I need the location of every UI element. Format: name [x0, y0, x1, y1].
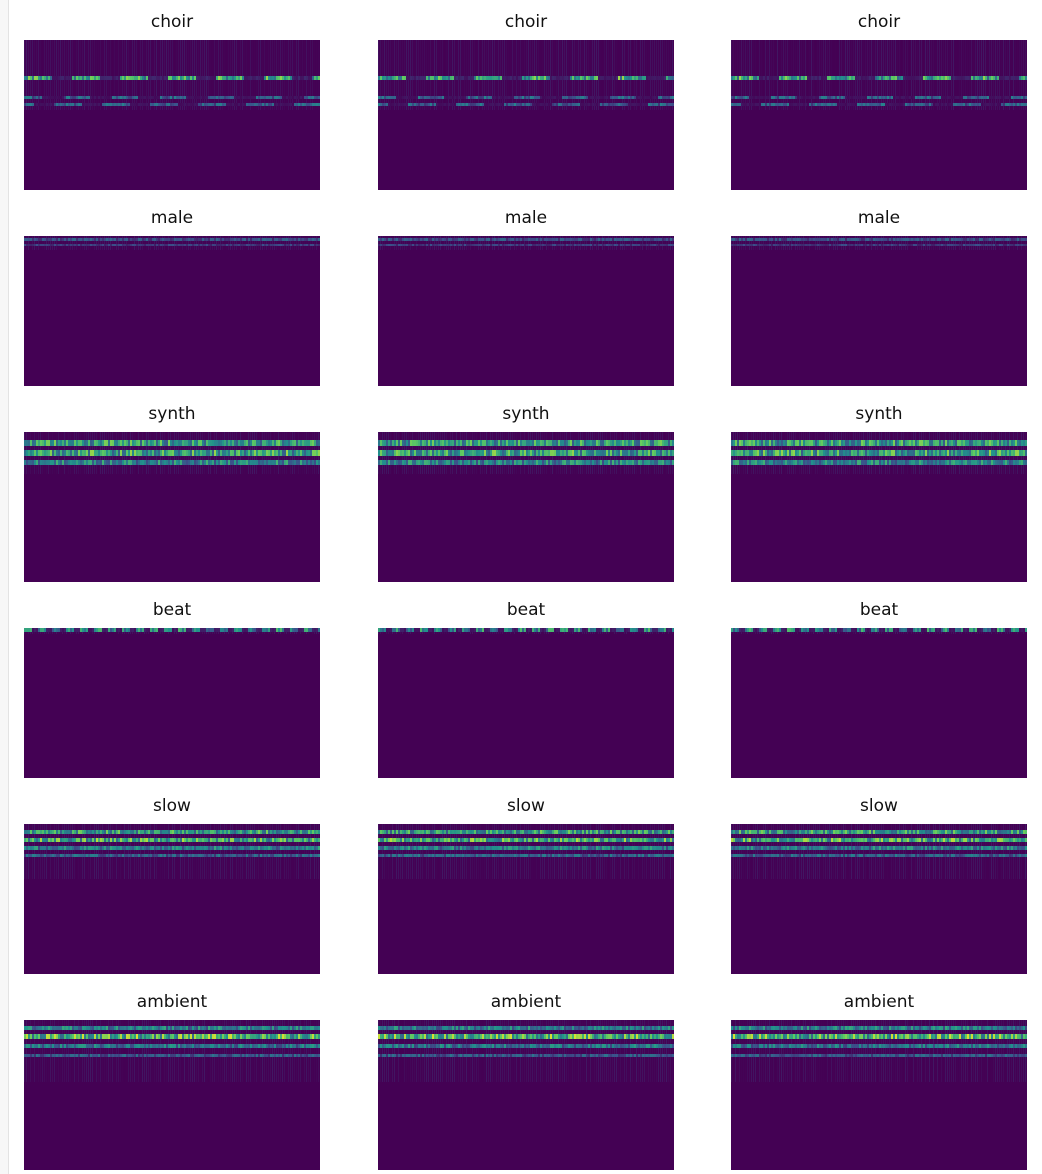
spectrogram-image: [378, 628, 674, 778]
spectrogram-panel: male: [24, 206, 320, 386]
spectrogram-image: [731, 236, 1027, 386]
spectrogram-panel: slow: [24, 794, 320, 974]
spectrogram-panel: slow: [731, 794, 1027, 974]
spectrogram-image: [24, 824, 320, 974]
panel-title: male: [504, 208, 548, 228]
spectrogram-panel: slow: [378, 794, 674, 974]
panel-title: slow: [860, 796, 898, 816]
panel-title: beat: [152, 600, 192, 620]
spectrogram-panel: choir: [378, 10, 674, 190]
panel-title: ambient: [136, 992, 208, 1012]
panel-title: ambient: [843, 992, 915, 1012]
spectrogram-image: [24, 432, 320, 582]
spectrogram-image: [378, 40, 674, 190]
spectrogram-panel: male: [731, 206, 1027, 386]
spectrogram-panel: choir: [731, 10, 1027, 190]
spectrogram-panel: synth: [24, 402, 320, 582]
spectrogram-image: [731, 824, 1027, 974]
spectrogram-image: [378, 236, 674, 386]
spectrogram-panel: ambient: [731, 990, 1027, 1170]
spectrogram-image: [378, 1020, 674, 1170]
panel-title: ambient: [490, 992, 562, 1012]
panel-title: choir: [150, 12, 194, 32]
panel-title: choir: [504, 12, 548, 32]
panel-title: choir: [857, 12, 901, 32]
spectrogram-image: [378, 432, 674, 582]
spectrogram-panel: beat: [378, 598, 674, 778]
spectrogram-panel: male: [378, 206, 674, 386]
panel-title: male: [150, 208, 194, 228]
spectrogram-panel: beat: [24, 598, 320, 778]
panel-title: male: [857, 208, 901, 228]
panel-title: slow: [153, 796, 191, 816]
spectrogram-image: [24, 236, 320, 386]
spectrogram-image: [24, 40, 320, 190]
spectrogram-panel: beat: [731, 598, 1027, 778]
spectrogram-image: [731, 628, 1027, 778]
spectrogram-image: [731, 40, 1027, 190]
panel-title: synth: [502, 404, 550, 424]
spectrogram-image: [731, 432, 1027, 582]
spectrogram-panel: ambient: [378, 990, 674, 1170]
spectrogram-panel: choir: [24, 10, 320, 190]
spectrogram-panel: synth: [731, 402, 1027, 582]
panel-title: synth: [148, 404, 196, 424]
spectrogram-image: [24, 628, 320, 778]
panel-title: beat: [859, 600, 899, 620]
spectrogram-image: [378, 824, 674, 974]
spectrogram-image: [731, 1020, 1027, 1170]
notebook-left-margin: [0, 0, 9, 1174]
panel-title: slow: [507, 796, 545, 816]
spectrogram-panel: ambient: [24, 990, 320, 1170]
panel-title: beat: [506, 600, 546, 620]
spectrogram-panel: synth: [378, 402, 674, 582]
spectrogram-image: [24, 1020, 320, 1170]
panel-title: synth: [855, 404, 903, 424]
